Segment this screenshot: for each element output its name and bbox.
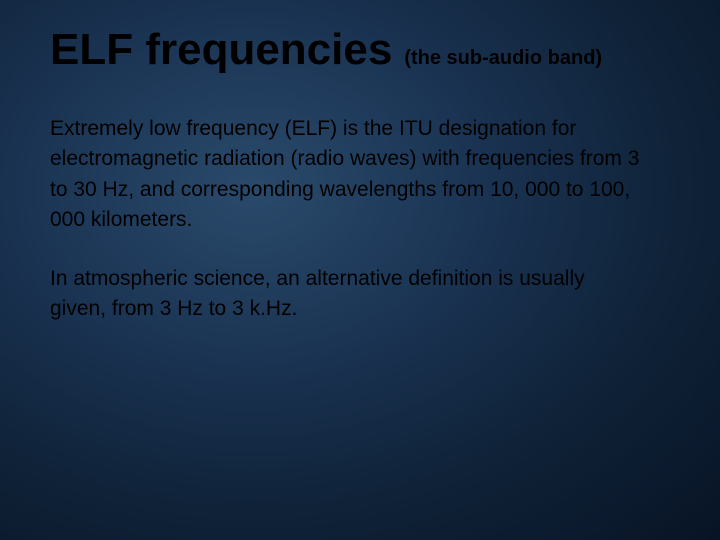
paragraph-2: In atmospheric science, an alternative d… (50, 264, 640, 325)
paragraph-1: Extremely low frequency (ELF) is the ITU… (50, 114, 640, 236)
slide-subtitle: (the sub-audio band) (404, 47, 602, 70)
title-line: ELF frequencies (the sub-audio band) (50, 28, 670, 72)
slide: ELF frequencies (the sub-audio band) Ext… (0, 0, 720, 540)
slide-title: ELF frequencies (50, 28, 392, 72)
